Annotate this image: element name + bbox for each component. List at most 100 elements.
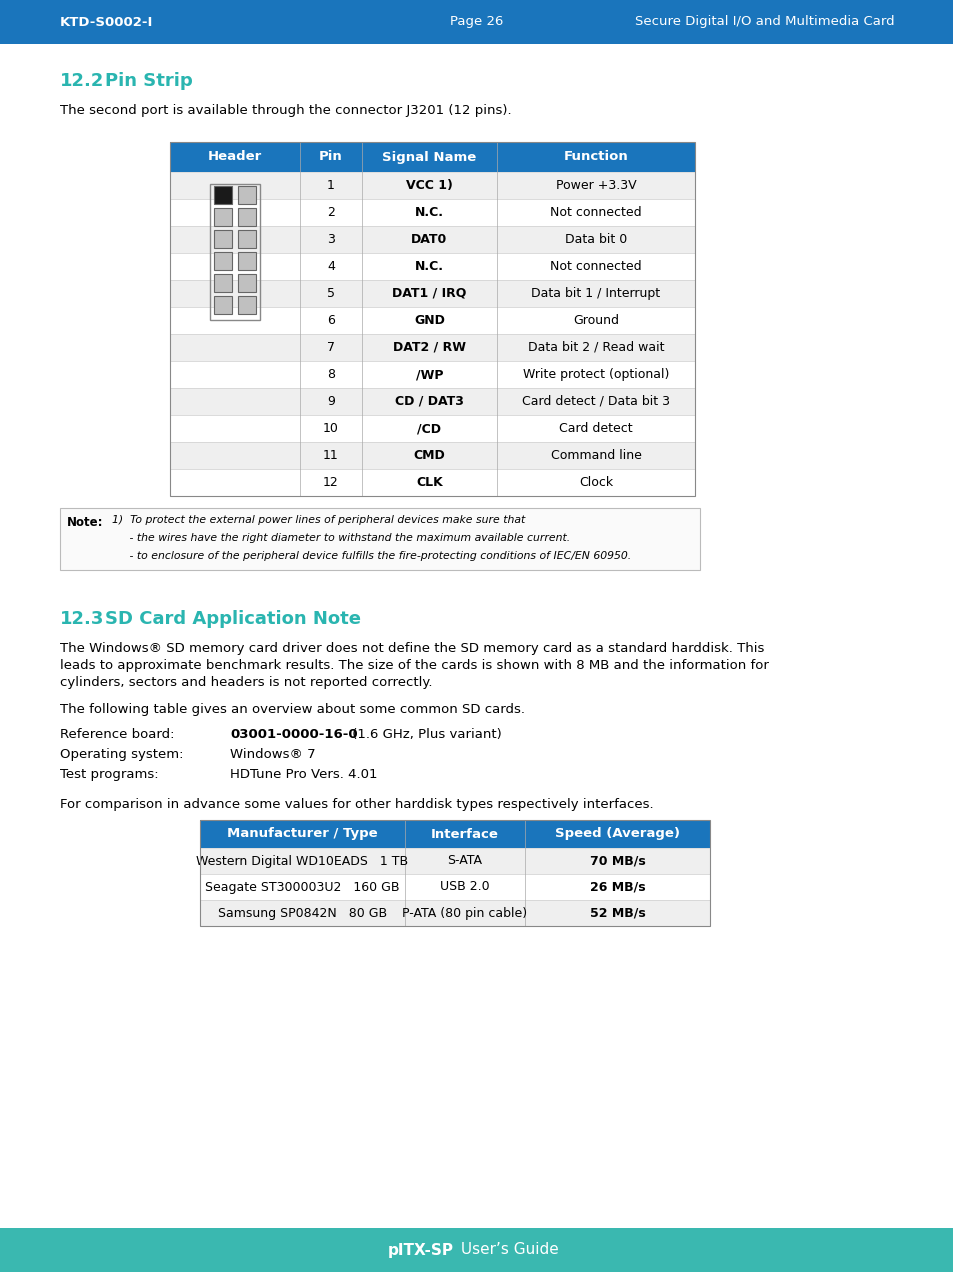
Bar [213, 273, 232, 291]
Text: P-ATA (80 pin cable): P-ATA (80 pin cable) [402, 907, 527, 920]
Text: 6: 6 [327, 314, 335, 327]
Text: 03001-0000-16-0: 03001-0000-16-0 [230, 728, 357, 742]
Text: For comparison in advance some values for other harddisk types respectively inte: For comparison in advance some values fo… [60, 798, 653, 812]
Text: pITX-SP: pITX-SP [388, 1243, 454, 1258]
Bar [213, 252, 232, 270]
Bar [170, 142, 695, 172]
Text: SD Card Application Note: SD Card Application Note [105, 611, 360, 628]
Text: Header: Header [208, 150, 262, 164]
Text: Secure Digital I/O and Multimedia Card: Secure Digital I/O and Multimedia Card [635, 15, 894, 28]
Text: Function: Function [563, 150, 628, 164]
Text: Page 26: Page 26 [450, 15, 503, 28]
Bar [170, 226, 695, 253]
Text: 11: 11 [323, 449, 338, 462]
Text: leads to approximate benchmark results. The size of the cards is shown with 8 MB: leads to approximate benchmark results. … [60, 659, 768, 672]
Text: 12.3: 12.3 [60, 611, 104, 628]
Text: 12.2: 12.2 [60, 73, 104, 90]
Bar [213, 207, 232, 225]
Text: Manufacturer / Type: Manufacturer / Type [227, 828, 377, 841]
Bar [170, 198, 695, 226]
Text: Signal Name: Signal Name [382, 150, 476, 164]
Text: Data bit 1 / Interrupt: Data bit 1 / Interrupt [531, 287, 659, 300]
Text: DAT0: DAT0 [411, 233, 447, 245]
Text: HDTune Pro Vers. 4.01: HDTune Pro Vers. 4.01 [230, 768, 377, 781]
Text: 26 MB/s: 26 MB/s [589, 880, 644, 893]
Text: CMD: CMD [414, 449, 445, 462]
Bar [200, 874, 709, 901]
Text: Data bit 2 / Read wait: Data bit 2 / Read wait [527, 341, 663, 354]
Bar [170, 415, 695, 441]
Text: Note:: Note: [67, 516, 103, 529]
Text: S-ATA: S-ATA [447, 855, 482, 868]
Text: CD / DAT3: CD / DAT3 [395, 396, 463, 408]
Bar [170, 361, 695, 388]
Text: VCC 1): VCC 1) [406, 179, 453, 192]
Text: Samsung SP0842N   80 GB: Samsung SP0842N 80 GB [217, 907, 387, 920]
Bar [200, 820, 709, 848]
Text: /WP: /WP [416, 368, 443, 382]
Bar [237, 207, 255, 225]
Text: 2: 2 [327, 206, 335, 219]
Text: - to enclosure of the peripheral device fulfills the fire-protecting conditions : - to enclosure of the peripheral device … [112, 551, 631, 561]
Text: KTD-S0002-I: KTD-S0002-I [60, 15, 153, 28]
Text: 10: 10 [323, 422, 338, 435]
Text: 52 MB/s: 52 MB/s [589, 907, 644, 920]
Bar [170, 441, 695, 469]
Text: 4: 4 [327, 259, 335, 273]
Text: Command line: Command line [550, 449, 640, 462]
Text: 1: 1 [327, 179, 335, 192]
Bar [213, 229, 232, 248]
Bar [213, 295, 232, 313]
Text: Speed (Average): Speed (Average) [555, 828, 679, 841]
Text: Operating system:: Operating system: [60, 748, 183, 761]
Bar [237, 295, 255, 313]
Text: N.C.: N.C. [415, 259, 443, 273]
Bar [237, 252, 255, 270]
Text: CLK: CLK [416, 476, 442, 488]
Bar [60, 508, 700, 570]
Text: DAT1 / IRQ: DAT1 / IRQ [392, 287, 466, 300]
Text: The Windows® SD memory card driver does not define the SD memory card as a stand: The Windows® SD memory card driver does … [60, 642, 763, 655]
Text: Seagate ST300003U2   160 GB: Seagate ST300003U2 160 GB [205, 880, 399, 893]
Bar [170, 280, 695, 307]
Text: Write protect (optional): Write protect (optional) [522, 368, 668, 382]
Text: Pin Strip: Pin Strip [105, 73, 193, 90]
Bar [0, 0, 953, 45]
Text: 1)  To protect the external power lines of peripheral devices make sure that: 1) To protect the external power lines o… [112, 515, 525, 525]
Text: 5: 5 [327, 287, 335, 300]
Bar [170, 307, 695, 335]
Bar [200, 901, 709, 926]
Text: Reference board:: Reference board: [60, 728, 174, 742]
Text: User’s Guide: User’s Guide [456, 1243, 558, 1258]
Bar [170, 335, 695, 361]
Text: USB 2.0: USB 2.0 [439, 880, 489, 893]
Text: 7: 7 [327, 341, 335, 354]
Text: - the wires have the right diameter to withstand the maximum available current.: - the wires have the right diameter to w… [112, 533, 570, 543]
Text: Interface: Interface [431, 828, 498, 841]
Text: Pin: Pin [319, 150, 342, 164]
Bar [170, 388, 695, 415]
Bar [170, 253, 695, 280]
Text: Not connected: Not connected [550, 206, 641, 219]
Text: Western Digital WD10EADS   1 TB: Western Digital WD10EADS 1 TB [196, 855, 408, 868]
Text: (1.6 GHz, Plus variant): (1.6 GHz, Plus variant) [348, 728, 501, 742]
Text: The second port is available through the connector J3201 (12 pins).: The second port is available through the… [60, 104, 511, 117]
Bar [0, 1227, 953, 1272]
Text: DAT2 / RW: DAT2 / RW [393, 341, 465, 354]
Bar [200, 848, 709, 874]
Text: Card detect / Data bit 3: Card detect / Data bit 3 [521, 396, 669, 408]
Text: cylinders, sectors and headers is not reported correctly.: cylinders, sectors and headers is not re… [60, 675, 432, 689]
Bar [213, 186, 232, 204]
Text: /CD: /CD [417, 422, 441, 435]
Text: Power +3.3V: Power +3.3V [555, 179, 636, 192]
Bar [210, 183, 260, 319]
Text: N.C.: N.C. [415, 206, 443, 219]
Bar [237, 229, 255, 248]
Text: Windows® 7: Windows® 7 [230, 748, 315, 761]
Text: Test programs:: Test programs: [60, 768, 158, 781]
Text: Card detect: Card detect [558, 422, 632, 435]
Text: 12: 12 [323, 476, 338, 488]
Text: Not connected: Not connected [550, 259, 641, 273]
Text: GND: GND [414, 314, 444, 327]
Text: 8: 8 [327, 368, 335, 382]
